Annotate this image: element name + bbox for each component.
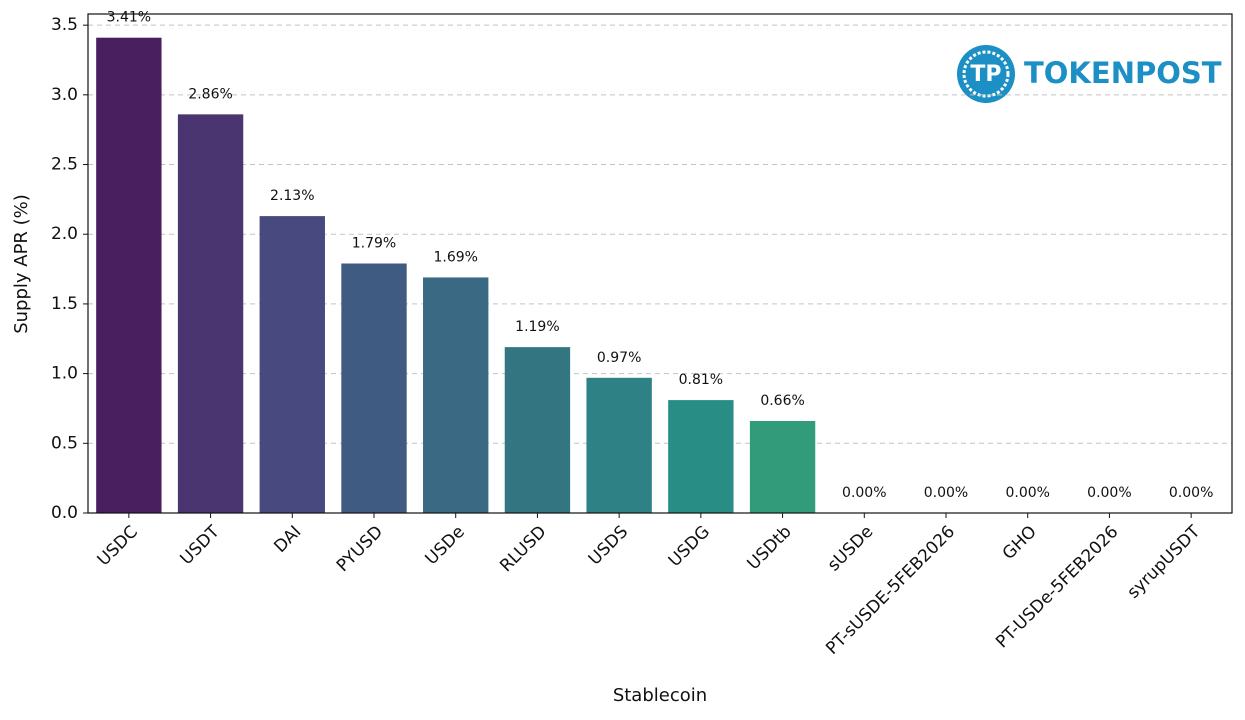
bar (177, 114, 244, 513)
bar (749, 421, 816, 513)
value-label: 0.00% (842, 485, 886, 501)
y-axis-label: Supply APR (%) (11, 194, 32, 334)
bar (341, 263, 407, 513)
bar (668, 400, 734, 513)
value-label: 0.66% (760, 393, 804, 409)
bar (504, 347, 571, 513)
y-tick-label: 2.5 (51, 155, 78, 175)
value-label: 1.19% (515, 319, 559, 335)
y-tick-label: 0.5 (51, 433, 78, 453)
y-tick-label: 3.0 (51, 85, 78, 105)
logo: TP (957, 45, 1015, 103)
value-label: 0.00% (1087, 485, 1131, 501)
y-tick-label: 3.5 (51, 15, 78, 35)
y-tick-label: 0.0 (51, 503, 78, 523)
value-label: 0.81% (679, 372, 723, 388)
x-axis-label: Stablecoin (613, 685, 707, 706)
logo-ring (962, 50, 1010, 98)
bar (96, 37, 162, 514)
watermark: TOKENPOST (1024, 56, 1222, 90)
value-label: 3.41% (107, 10, 151, 26)
bar (259, 216, 325, 513)
y-tick-label: 2.0 (51, 224, 78, 244)
bar (423, 277, 489, 513)
value-label: 1.69% (433, 249, 477, 265)
bar (586, 377, 652, 513)
value-label: 2.13% (270, 188, 314, 204)
value-label: 0.97% (597, 350, 641, 366)
value-label: 0.00% (924, 485, 968, 501)
value-label: 0.00% (1005, 485, 1049, 501)
plot-frame (87, 13, 1233, 514)
value-label: 2.86% (188, 86, 232, 102)
value-label: 0.00% (1169, 485, 1213, 501)
y-tick-label: 1.0 (51, 364, 78, 384)
y-tick-label: 1.5 (51, 294, 78, 314)
logo-mark: TP (970, 62, 1001, 87)
value-label: 1.79% (352, 236, 396, 252)
